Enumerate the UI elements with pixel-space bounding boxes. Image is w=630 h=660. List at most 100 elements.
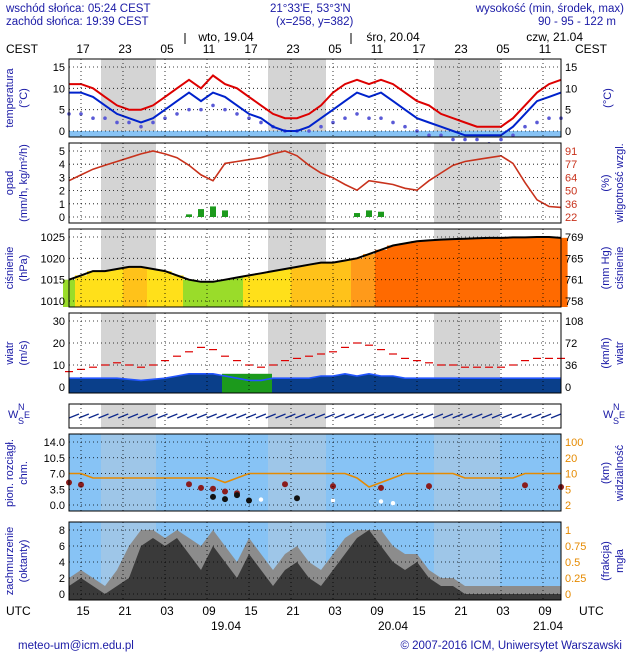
dewpoint-dot	[319, 124, 323, 129]
night-band	[434, 143, 500, 223]
wind-arrow	[354, 413, 365, 419]
dewpoint-dot	[247, 116, 251, 120]
tz-left: CEST	[6, 42, 39, 56]
wind-arrow	[403, 413, 414, 419]
y-tick-label-right: 0	[565, 589, 571, 601]
panel-border	[68, 142, 562, 224]
utc-hour-label: 09	[538, 604, 552, 618]
y-tick-label: 5	[59, 146, 65, 158]
precipitation-title: opad	[4, 171, 16, 195]
y-tick-label: 4	[59, 159, 65, 171]
temperature-max-line	[69, 74, 562, 128]
wind-arrow	[216, 413, 227, 419]
tz-right-utc: UTC	[579, 604, 604, 618]
humidity-line	[68, 150, 562, 209]
pressure-fill	[291, 266, 304, 307]
email-link[interactable]: meteo-um@icm.edu.pl	[18, 640, 134, 652]
compass-n: N	[613, 402, 620, 412]
dewpoint-dot	[475, 137, 479, 142]
wind-arrow	[472, 413, 483, 419]
pressure-fill	[495, 237, 508, 307]
y-tick-label-right: 5	[565, 484, 571, 496]
temperature-unit: (°C)	[18, 88, 30, 108]
cloud-base-dot	[282, 481, 288, 488]
fog-dot	[330, 498, 336, 503]
wind-arrow	[176, 413, 188, 419]
y-tick-label: 1	[59, 199, 65, 211]
y-tick-label: 15	[53, 62, 65, 74]
low-cloud-dot	[210, 493, 216, 500]
dewpoint-dot	[355, 112, 359, 116]
y-tick-label-right: 0	[565, 382, 571, 394]
wind-arrow	[540, 413, 552, 419]
dewpoint-dot	[307, 129, 311, 133]
y-tick-label: 2	[59, 186, 65, 198]
elevation-title: wysokość (min, środek, max)	[475, 3, 624, 15]
y-tick-label-right: 100	[565, 437, 583, 449]
y-tick-label-right: 0.25	[565, 573, 586, 585]
pressure-title-right: ciśnienie	[614, 247, 626, 290]
wind-arrow	[314, 413, 326, 419]
pressure-fill	[483, 237, 496, 307]
precip-bar	[378, 211, 384, 217]
cloud-base-dot	[186, 481, 192, 488]
wind-arrow	[491, 413, 503, 419]
y-tick-label: 1010	[41, 296, 65, 308]
low-cloud-dot	[234, 492, 240, 499]
wind-arrow	[452, 413, 463, 419]
compass-s: S	[18, 416, 24, 426]
utc-hour-label: 03	[160, 604, 174, 618]
utc-hour-label: 03	[496, 604, 510, 618]
pressure-fill	[387, 245, 400, 307]
fog-dot	[258, 497, 264, 502]
wind-arrow	[108, 413, 119, 419]
pressure-fill	[279, 269, 292, 307]
pressure-fill	[135, 266, 148, 307]
wind-arrow	[501, 413, 513, 419]
wind-arrow	[157, 413, 168, 419]
dewpoint-dot	[451, 137, 455, 142]
y-tick-label-right: 36	[565, 360, 577, 372]
pressure-fill	[75, 275, 88, 307]
visibility-line	[69, 472, 561, 488]
dewpoint-dot	[439, 133, 443, 138]
y-tick-label: 10	[53, 83, 65, 95]
copyright: © 2007-2016 ICM, Uniwersytet Warszawski	[400, 640, 622, 652]
dewpoint-dot	[151, 120, 155, 125]
y-tick-label-right: 10	[565, 83, 577, 95]
y-tick-label-right: 1	[565, 0, 571, 3]
utc-hour-label: 15	[244, 604, 258, 618]
wind-arrow	[363, 413, 375, 419]
y-tick-label-right: 1	[565, 525, 571, 537]
tz-left-utc: UTC	[6, 604, 31, 618]
precip-bar	[198, 209, 204, 217]
precip-bar	[354, 213, 360, 217]
cloud-base-unit: chm.	[18, 461, 30, 485]
dewpoint-dot	[331, 120, 335, 125]
wind-arrow	[167, 413, 178, 419]
wind-arrow	[393, 413, 404, 419]
y-tick-label: 0.0	[50, 500, 65, 512]
pressure-fill	[399, 243, 412, 307]
sunrise: wschód słońca: 05:24 CEST	[6, 3, 151, 15]
cloud-base-dot	[198, 484, 204, 491]
precipitation-unit: (mm/h, kg/m²/h)	[18, 144, 30, 222]
cloud-base-dot	[210, 485, 216, 492]
wind-arrow	[383, 413, 395, 419]
cloud-base-dot	[522, 482, 528, 489]
cest-hour-label: 11	[539, 42, 552, 56]
pressure-fill	[363, 254, 376, 307]
y-tick-label-right: 20	[565, 453, 577, 465]
dewpoint-dot	[391, 120, 395, 125]
utc-hour-label: 03	[328, 604, 342, 618]
wind-arrow	[226, 413, 237, 419]
panel-border	[68, 521, 562, 601]
y-tick-label: 1020	[41, 253, 65, 265]
wind-arrow	[511, 413, 522, 419]
pressure-fill	[411, 241, 424, 307]
panel-border	[68, 228, 562, 308]
dewpoint-dot	[115, 120, 119, 125]
y-tick-label-right: 72	[565, 338, 577, 350]
utc-hour-label: 15	[76, 604, 90, 618]
